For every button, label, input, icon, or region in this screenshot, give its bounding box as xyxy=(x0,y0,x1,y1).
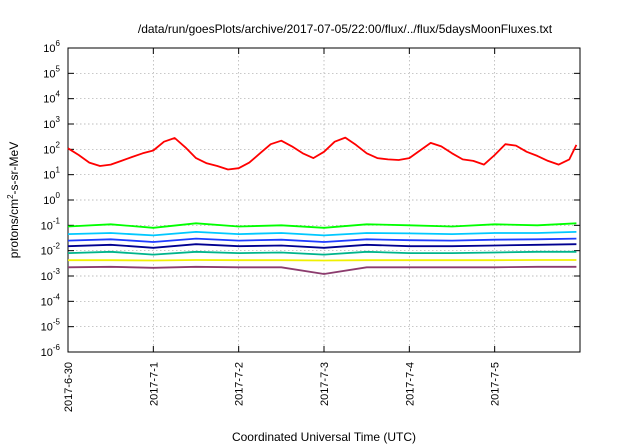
series-line-5 xyxy=(67,243,577,249)
y-tick-exponent: 2 xyxy=(56,140,61,149)
y-tick-base: 10 xyxy=(41,271,53,283)
x-tick-label: 2017-6-30 xyxy=(63,362,75,412)
series-line-8 xyxy=(67,265,577,275)
series-line-6 xyxy=(67,250,577,256)
y-tick-exponent: -4 xyxy=(53,292,61,301)
y-tick-exponent: -3 xyxy=(53,267,61,276)
y-tick-exponent: -6 xyxy=(53,343,61,352)
y-tick-exponent: 6 xyxy=(56,39,61,48)
y-tick-base: 10 xyxy=(43,68,55,80)
x-tick-label: 2017-7-3 xyxy=(319,362,331,406)
y-tick-exponent: -2 xyxy=(53,242,61,251)
x-axis: 2017-6-30 2017-7-1 2017-7-2 2017-7-3 2017-7-… xyxy=(63,48,502,412)
y-tick-base: 10 xyxy=(41,322,53,334)
y-axis-label: protons/cm2-s-sr-MeV xyxy=(6,142,21,258)
y-tick-base: 10 xyxy=(41,347,53,359)
y-tick-label: 105 xyxy=(43,64,60,80)
y-tick-exponent: -5 xyxy=(53,318,61,327)
y-tick-base: 10 xyxy=(41,296,53,308)
y-tick-label: 10-3 xyxy=(41,267,61,283)
x-tick-label: 2017-7-4 xyxy=(404,362,416,406)
y-tick-label: 10-2 xyxy=(41,242,61,258)
series-line-3 xyxy=(67,230,577,237)
y-tick-base: 10 xyxy=(41,246,53,258)
x-tick-label: 2017-7-5 xyxy=(490,362,502,406)
y-tick-label: 102 xyxy=(43,140,60,156)
grid xyxy=(68,48,580,352)
y-axis-label-main: protons/cm xyxy=(7,199,21,258)
y-tick-label: 10-6 xyxy=(41,343,61,359)
series-line-1 xyxy=(67,136,578,171)
series-line-2 xyxy=(67,222,577,229)
x-axis-label: Coordinated Universal Time (UTC) xyxy=(232,430,416,444)
series-group xyxy=(67,136,578,275)
y-tick-label: 106 xyxy=(43,39,60,55)
y-tick-exponent: -1 xyxy=(53,216,61,225)
y-tick-exponent: 0 xyxy=(56,191,61,200)
y-axis-label-unit: -s-sr-MeV xyxy=(7,142,21,195)
x-tick-label: 2017-7-1 xyxy=(148,362,160,406)
y-tick-label: 104 xyxy=(43,90,60,106)
y-tick-base: 10 xyxy=(43,144,55,156)
y-tick-base: 10 xyxy=(43,170,55,182)
y-tick-label: 10-1 xyxy=(41,216,61,232)
series-line-7 xyxy=(68,259,577,262)
y-tick-base: 10 xyxy=(43,94,55,106)
y-tick-label: 101 xyxy=(43,166,60,182)
y-axis-label-superscript: 2 xyxy=(6,194,15,199)
chart-title: /data/run/goesPlots/archive/2017-07-05/2… xyxy=(138,22,553,36)
y-tick-label: 100 xyxy=(43,191,60,207)
y-tick-base: 10 xyxy=(43,195,55,207)
y-tick-exponent: 1 xyxy=(56,166,61,175)
y-tick-base: 10 xyxy=(43,43,55,55)
series-line-4 xyxy=(67,237,577,243)
y-tick-exponent: 4 xyxy=(56,90,61,99)
y-tick-base: 10 xyxy=(41,220,53,232)
y-tick-exponent: 3 xyxy=(56,115,61,124)
y-tick-exponent: 5 xyxy=(56,64,61,73)
y-tick-label: 10-5 xyxy=(41,318,61,334)
y-tick-base: 10 xyxy=(43,119,55,131)
x-tick-label: 2017-7-2 xyxy=(234,362,246,406)
y-axis: 10-610-510-410-310-210-11001011021031041… xyxy=(41,39,580,359)
y-tick-label: 10-4 xyxy=(41,292,61,308)
y-tick-label: 103 xyxy=(43,115,60,131)
